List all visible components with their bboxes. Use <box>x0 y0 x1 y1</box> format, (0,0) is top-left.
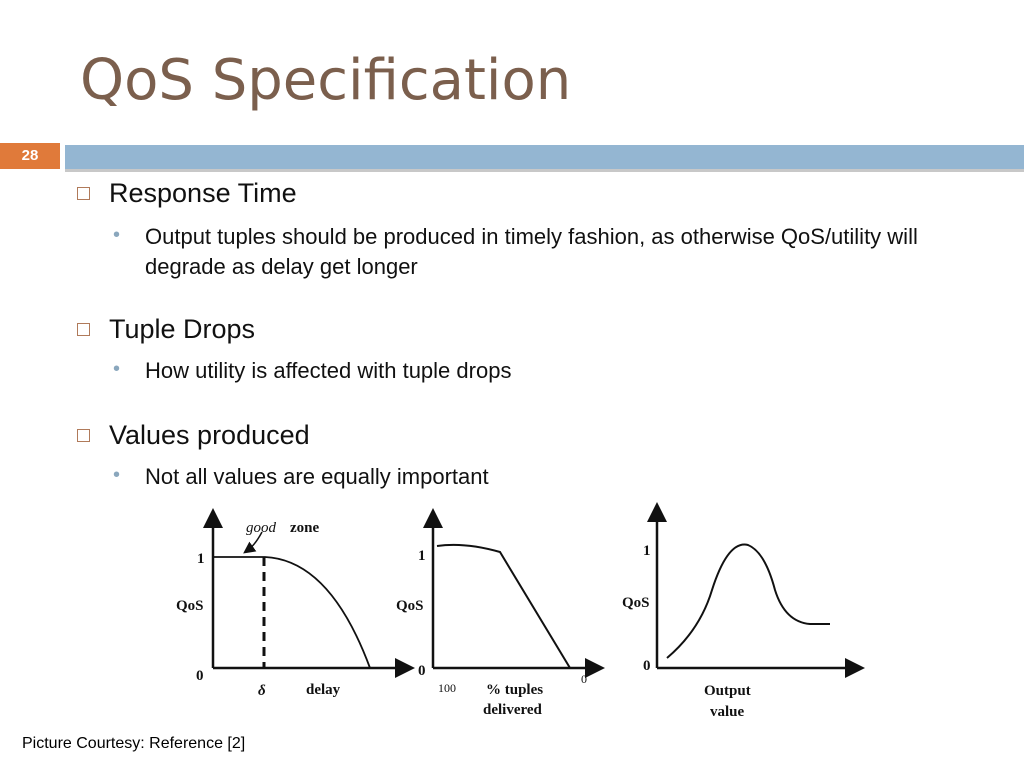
graph-3 <box>647 502 865 678</box>
y-top: 1 <box>643 543 651 559</box>
sub-bullet: Not all values are equally important <box>113 460 995 492</box>
x-label: delivered <box>483 702 543 718</box>
y-label: QoS <box>176 598 204 614</box>
x-label: delay <box>306 682 341 698</box>
x-label: Output <box>704 683 751 699</box>
x-label: % tuples <box>486 682 543 698</box>
bullet: Response Time <box>77 178 297 208</box>
bullet: Tuple Drops <box>76 314 256 344</box>
y-bottom: 0 <box>196 668 204 684</box>
header-bar <box>65 145 1024 172</box>
sub-bullet: Output tuples should be produced in time… <box>113 220 995 282</box>
x-right: 0 <box>581 672 587 686</box>
graph-2 <box>423 508 605 678</box>
slide-number: 28 <box>0 143 60 169</box>
sub-bullet: How utility is affected with tuple drops <box>113 354 995 386</box>
graph-1 <box>203 508 415 678</box>
y-top: 1 <box>418 548 426 564</box>
caption: Picture Courtesy: Reference [2] <box>22 735 246 752</box>
x-left: 100 <box>438 681 456 695</box>
annotation: zone <box>290 520 320 536</box>
bullet: Values produced <box>77 420 310 450</box>
y-bottom: 0 <box>643 658 651 674</box>
x-label: value <box>710 704 745 720</box>
title: QoS Specification <box>80 48 572 113</box>
y-bottom: 0 <box>418 663 426 679</box>
y-label: QoS <box>396 598 424 614</box>
y-top: 1 <box>197 551 205 567</box>
y-label: QoS <box>622 595 650 611</box>
x-mark: δ <box>258 683 266 699</box>
annotation: good <box>246 520 277 536</box>
